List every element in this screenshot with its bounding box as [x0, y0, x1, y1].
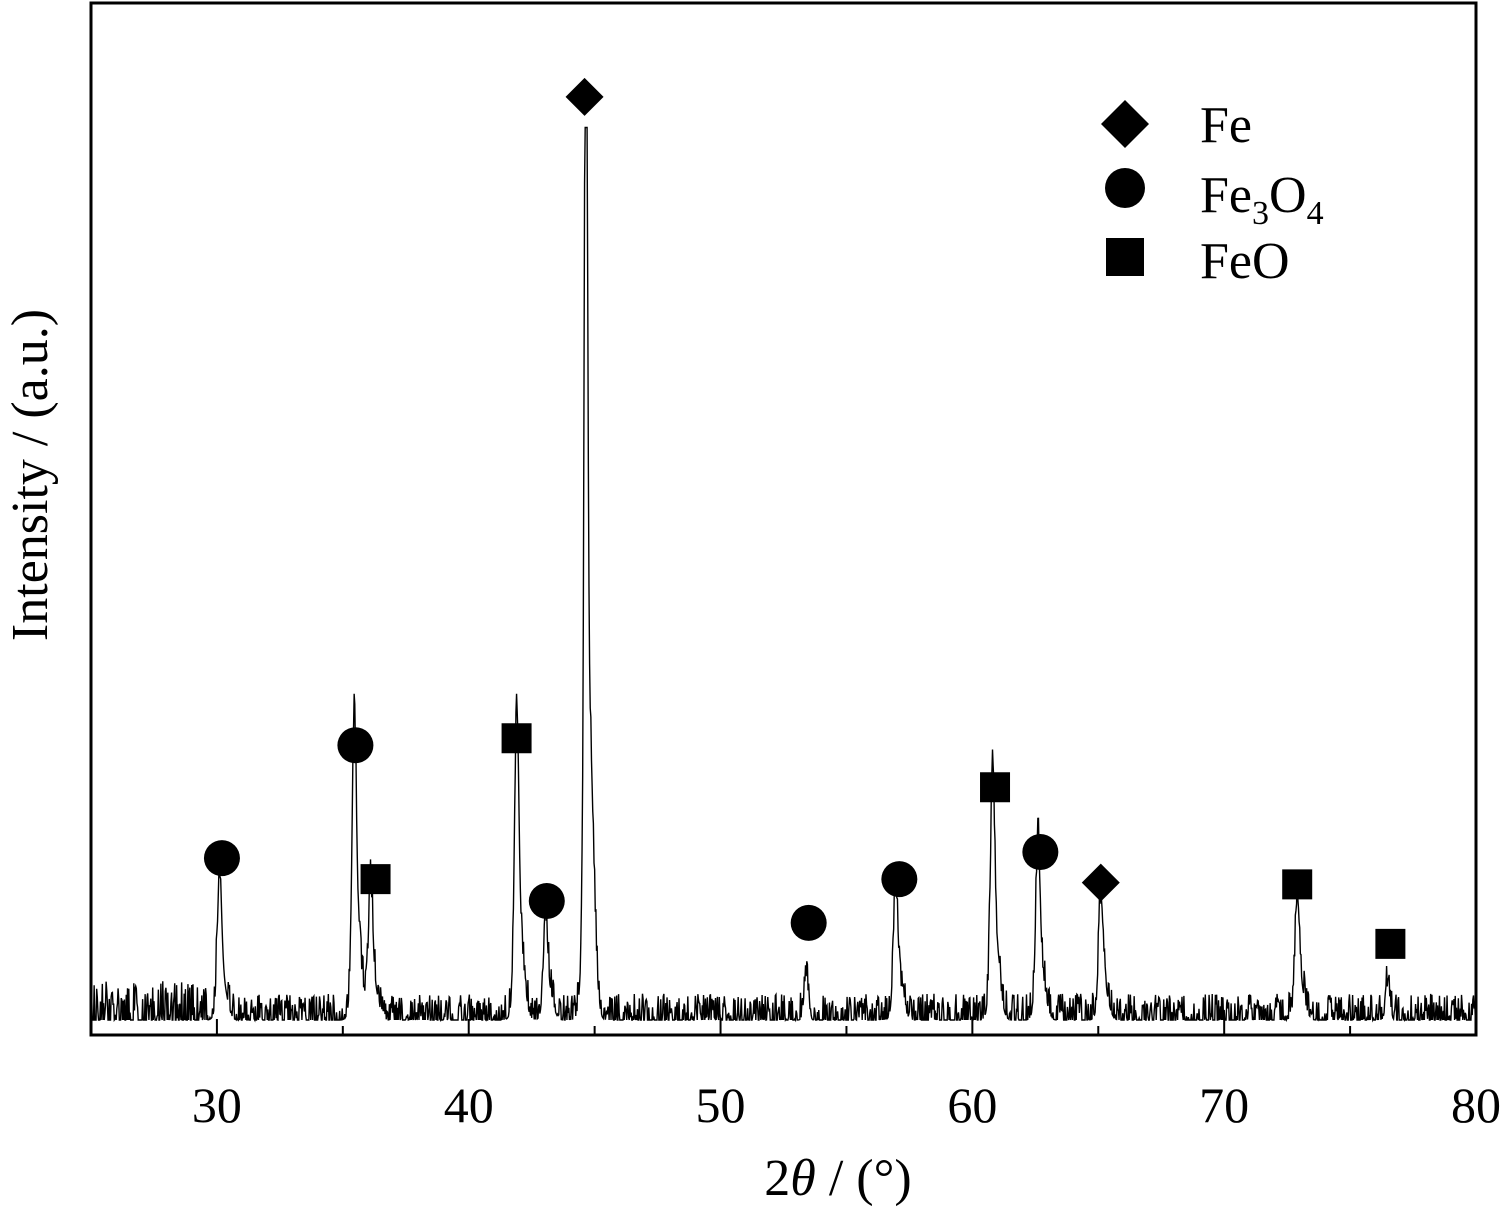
peak-marker-circle-6: [790, 904, 827, 941]
peak-marker-circle-1: [337, 727, 374, 764]
legend-label-fe: Fe: [1200, 97, 1252, 154]
plot-frame: [89, 1, 1478, 1037]
x-tick-label-40: 40: [444, 1077, 494, 1133]
x-axis-title-theta: θ: [790, 1150, 816, 1207]
peak-marker-square-8: [980, 772, 1011, 803]
data-layer: [90, 126, 1477, 1023]
legend-square-icon: [1106, 238, 1144, 276]
legend-label-fe3o4-sub2: 4: [1307, 195, 1324, 232]
legend-label-fe3o4-part1: Fe: [1200, 167, 1252, 224]
legend-label-feo: FeO: [1200, 233, 1290, 290]
peak-marker-square-11: [1282, 869, 1313, 900]
peak-marker-circle-9: [1022, 834, 1059, 870]
x-axis-title-prefix: 2: [764, 1150, 790, 1207]
peak-marker-diamond-10: [1081, 863, 1120, 902]
x-axis: 30 40 50 60 70 80: [90, 1019, 1501, 1133]
x-axis-title: 2θ / (°): [764, 1150, 911, 1207]
x-tick-label-70: 70: [1199, 1077, 1249, 1133]
legend: Fe Fe3O4 FeO: [1101, 97, 1324, 290]
legend-entry-fe: Fe: [1101, 97, 1252, 154]
legend-label-fe3o4: Fe3O4: [1200, 167, 1324, 232]
x-tick-label-30: 30: [192, 1077, 242, 1133]
legend-label-fe3o4-part2: O: [1269, 167, 1307, 224]
peak-marker-circle-0: [203, 840, 240, 877]
legend-diamond-icon: [1101, 100, 1149, 148]
peak-marker-square-3: [501, 723, 532, 754]
peak-marker-square-12: [1375, 928, 1406, 959]
legend-entry-feo: FeO: [1106, 233, 1290, 290]
x-tick-label-80: 80: [1451, 1077, 1501, 1133]
peak-marker-square-2: [360, 864, 391, 895]
legend-circle-icon: [1105, 168, 1145, 208]
peak-marker-circle-4: [528, 883, 565, 919]
y-axis-title: Intensity / (a.u.): [2, 309, 59, 641]
legend-label-fe3o4-sub1: 3: [1252, 195, 1269, 232]
peak-marker-diamond-5: [565, 77, 604, 116]
legend-entry-fe3o4: Fe3O4: [1105, 167, 1324, 232]
x-axis-title-suffix: / (°): [816, 1150, 912, 1207]
xrd-pattern-line: [90, 126, 1477, 1023]
peak-marker-circle-7: [881, 861, 918, 898]
x-tick-label-50: 50: [696, 1077, 746, 1133]
peak-markers: [203, 77, 1406, 959]
x-tick-label-60: 60: [947, 1077, 997, 1133]
